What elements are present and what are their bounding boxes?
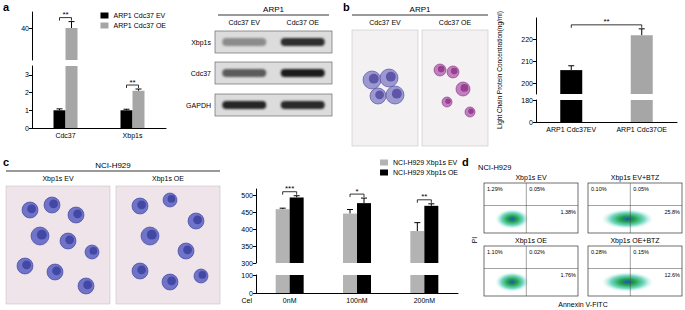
svg-text:100nM: 100nM (346, 297, 368, 304)
svg-text:0: 0 (25, 125, 29, 132)
svg-text:NCI-H929: NCI-H929 (95, 161, 131, 170)
svg-text:Xbp1s: Xbp1s (191, 39, 211, 47)
svg-text:25.8%: 25.8% (664, 209, 680, 215)
svg-text:Xbp1s OE: Xbp1s OE (152, 175, 184, 183)
svg-text:1.76%: 1.76% (560, 272, 576, 278)
svg-text:Light Chain Protein Concentrat: Light Chain Protein Concentration(ng/ml) (496, 11, 504, 129)
svg-text:Cdc37 EV: Cdc37 EV (369, 19, 401, 26)
svg-text:0.05%: 0.05% (633, 186, 649, 192)
svg-text:500: 500 (241, 192, 253, 199)
svg-text:**: ** (62, 10, 68, 19)
svg-text:Xbp1s EV: Xbp1s EV (42, 175, 73, 183)
svg-text:350: 350 (241, 243, 253, 250)
svg-text:0: 0 (529, 119, 533, 126)
svg-text:1.38%: 1.38% (560, 209, 576, 215)
svg-text:c: c (3, 156, 9, 168)
svg-text:*: * (355, 187, 358, 196)
svg-text:12.6%: 12.6% (664, 272, 680, 278)
svg-text:ARP1 Cdc37 OE: ARP1 Cdc37 OE (113, 22, 166, 29)
svg-text:Cdc37: Cdc37 (55, 132, 75, 139)
svg-text:b: b (343, 1, 350, 13)
svg-text:100: 100 (241, 272, 253, 279)
svg-text:ARP1 Cdc37OE: ARP1 Cdc37OE (616, 126, 667, 133)
svg-text:0.15%: 0.15% (633, 249, 649, 255)
svg-text:Xbp1s OE+BTZ: Xbp1s OE+BTZ (610, 237, 660, 245)
svg-text:0nM: 0nM (283, 297, 297, 304)
svg-text:200: 200 (521, 80, 533, 87)
svg-text:***: *** (285, 184, 294, 193)
svg-text:Cdc37 OE: Cdc37 OE (287, 19, 320, 26)
svg-text:3: 3 (25, 71, 29, 78)
svg-text:Cdc37 OE: Cdc37 OE (439, 19, 472, 26)
svg-text:40: 40 (21, 25, 29, 32)
svg-text:ARP1: ARP1 (410, 5, 431, 14)
svg-text:Cel: Cel (241, 297, 252, 304)
svg-text:0.05%: 0.05% (529, 186, 545, 192)
svg-text:1.10%: 1.10% (487, 249, 503, 255)
svg-text:200nM: 200nM (414, 297, 436, 304)
svg-text:ARP1: ARP1 (263, 5, 284, 14)
svg-text:Xbp1s EV: Xbp1s EV (515, 174, 546, 182)
svg-text:a: a (3, 1, 10, 13)
svg-text:d: d (462, 156, 469, 168)
svg-text:**: ** (421, 192, 427, 201)
svg-text:450: 450 (241, 209, 253, 216)
svg-text:0.10%: 0.10% (591, 186, 607, 192)
svg-text:0.28%: 0.28% (591, 249, 607, 255)
svg-text:1: 1 (25, 107, 29, 114)
svg-text:**: ** (129, 78, 135, 87)
svg-text:NCI-H929 Xbp1s EV: NCI-H929 Xbp1s EV (393, 159, 458, 167)
svg-text:220: 220 (521, 36, 533, 43)
svg-text:ARP1 Cdc37 EV: ARP1 Cdc37 EV (113, 12, 165, 19)
svg-text:1.29%: 1.29% (487, 186, 503, 192)
svg-text:Cdc37: Cdc37 (191, 70, 211, 77)
svg-text:Xbp1s EV+BTZ: Xbp1s EV+BTZ (611, 174, 660, 182)
svg-text:Cdc37 EV: Cdc37 EV (228, 19, 260, 26)
svg-text:Annexin V-FITC: Annexin V-FITC (558, 301, 607, 308)
svg-text:0: 0 (249, 290, 253, 297)
svg-text:300: 300 (241, 260, 253, 267)
svg-text:Xbp1s OE: Xbp1s OE (515, 237, 547, 245)
svg-text:ARP1 Cdc37EV: ARP1 Cdc37EV (546, 126, 596, 133)
svg-text:0.02%: 0.02% (529, 249, 545, 255)
svg-text:180: 180 (521, 97, 533, 104)
svg-text:400: 400 (241, 226, 253, 233)
svg-text:NCI-H929: NCI-H929 (478, 163, 511, 172)
svg-text:**: ** (603, 17, 609, 26)
svg-text:2: 2 (25, 89, 29, 96)
svg-text:PI: PI (471, 237, 478, 244)
svg-text:Xbp1s: Xbp1s (123, 132, 143, 140)
svg-text:NCI-H929 Xbp1s OE: NCI-H929 Xbp1s OE (393, 169, 458, 177)
svg-text:210: 210 (521, 58, 533, 65)
svg-text:GAPDH: GAPDH (186, 102, 211, 109)
